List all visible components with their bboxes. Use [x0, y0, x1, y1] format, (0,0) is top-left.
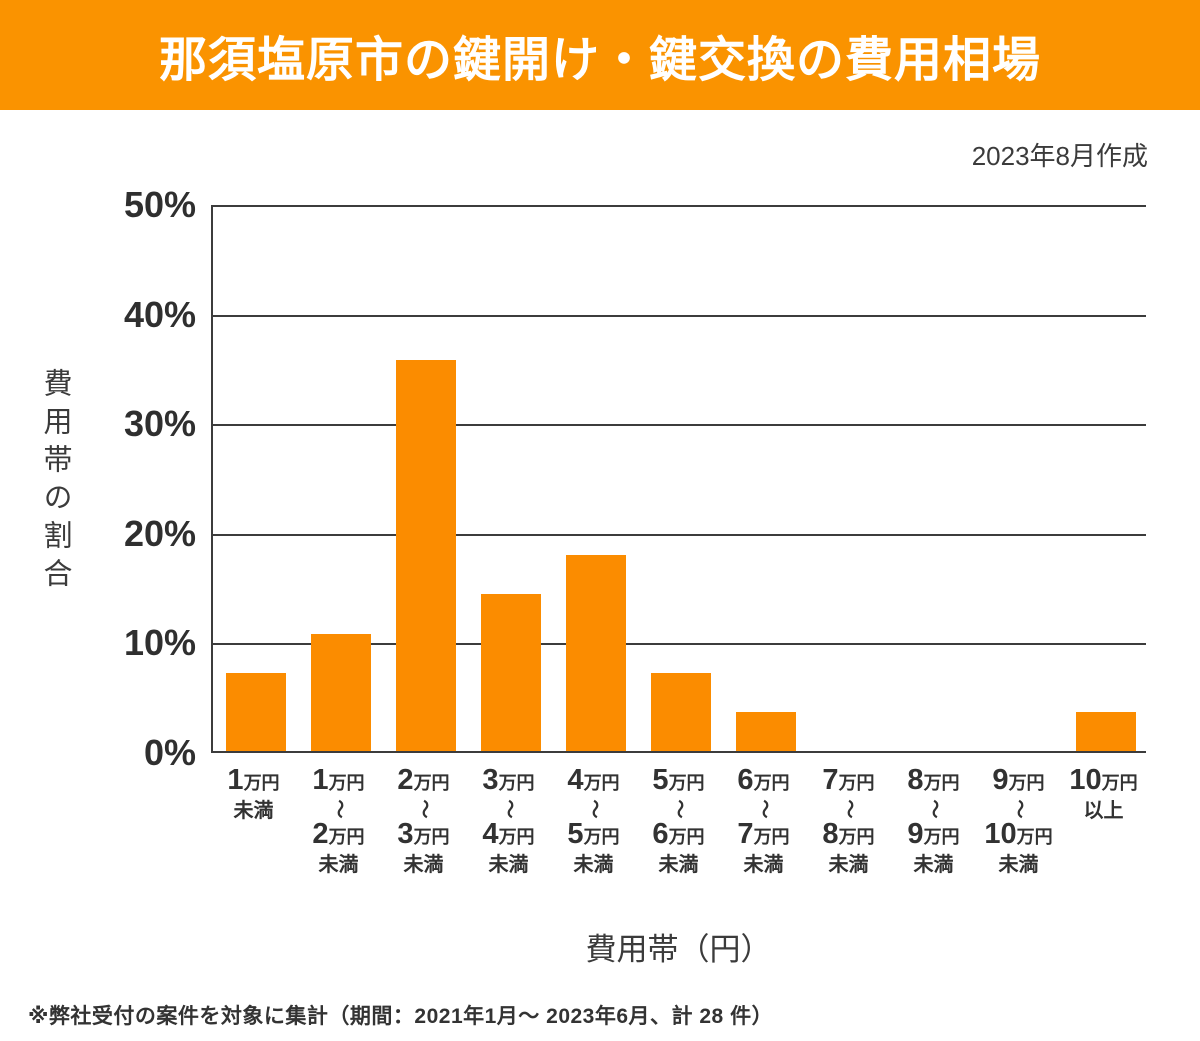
y-tick-label: 50%: [123, 184, 196, 225]
title-bar: 那須塩原市の鍵開け・鍵交換の費用相場: [0, 0, 1200, 110]
gridline: [213, 314, 1146, 317]
bar: [735, 711, 796, 751]
y-tick-label: 40%: [123, 293, 196, 335]
bar: [565, 554, 626, 751]
page-title: 那須塩原市の鍵開け・鍵交換の費用相場: [158, 34, 1041, 87]
created-date-note: 2023年8月作成: [971, 141, 1148, 171]
plot-area: [211, 205, 1146, 753]
x-tick-label: 1万円 未満: [227, 764, 280, 823]
x-tick-label: 5万円〜 6万円 未満: [652, 764, 705, 877]
x-tick-label: 7万円〜 8万円 未満: [822, 764, 875, 877]
bar: [480, 594, 541, 751]
gridline: [213, 533, 1146, 536]
bar: [395, 359, 456, 751]
y-tick-label: 30%: [123, 403, 196, 445]
x-tick-label: 10万円 以上: [1069, 764, 1138, 823]
footnote: ※弊社受付の案件を対象に集計（期間：2021年1月～ 2023年6月、計 28 …: [28, 1005, 774, 1028]
x-tick-label: 9万円〜 10万円 未満: [984, 764, 1053, 877]
gridline: [213, 424, 1146, 427]
gridline: [213, 205, 1146, 207]
bar: [225, 673, 286, 751]
x-tick-label: 2万円〜 3万円 未満: [397, 764, 450, 877]
x-tick-label: 3万円〜 4万円 未満: [482, 764, 535, 877]
gridline: [213, 643, 1146, 646]
x-tick-label: 1万円〜 2万円 未満: [312, 764, 365, 877]
y-tick-label: 0%: [143, 732, 196, 773]
bar: [650, 673, 711, 751]
x-tick-label: 8万円〜 9万円 未満: [907, 764, 960, 877]
x-axis-title: 費用帯（円）: [585, 932, 772, 967]
y-tick-label: 20%: [123, 512, 196, 554]
x-axis-labels: 1万円 未満 1万円〜 2万円 未満 2万円〜 3万円 未満 3万円〜 4万円 未満 4万円〜 5万円未…: [211, 765, 1146, 895]
bar: [310, 633, 371, 751]
bar: [1075, 711, 1136, 751]
y-axis-title: 費用帯の割合: [39, 368, 71, 596]
x-tick-label: 6万円〜 7万円 未満: [737, 764, 790, 877]
x-tick-label: 4万円〜 5万円 未満: [567, 764, 620, 877]
y-tick-label: 10%: [123, 622, 196, 664]
